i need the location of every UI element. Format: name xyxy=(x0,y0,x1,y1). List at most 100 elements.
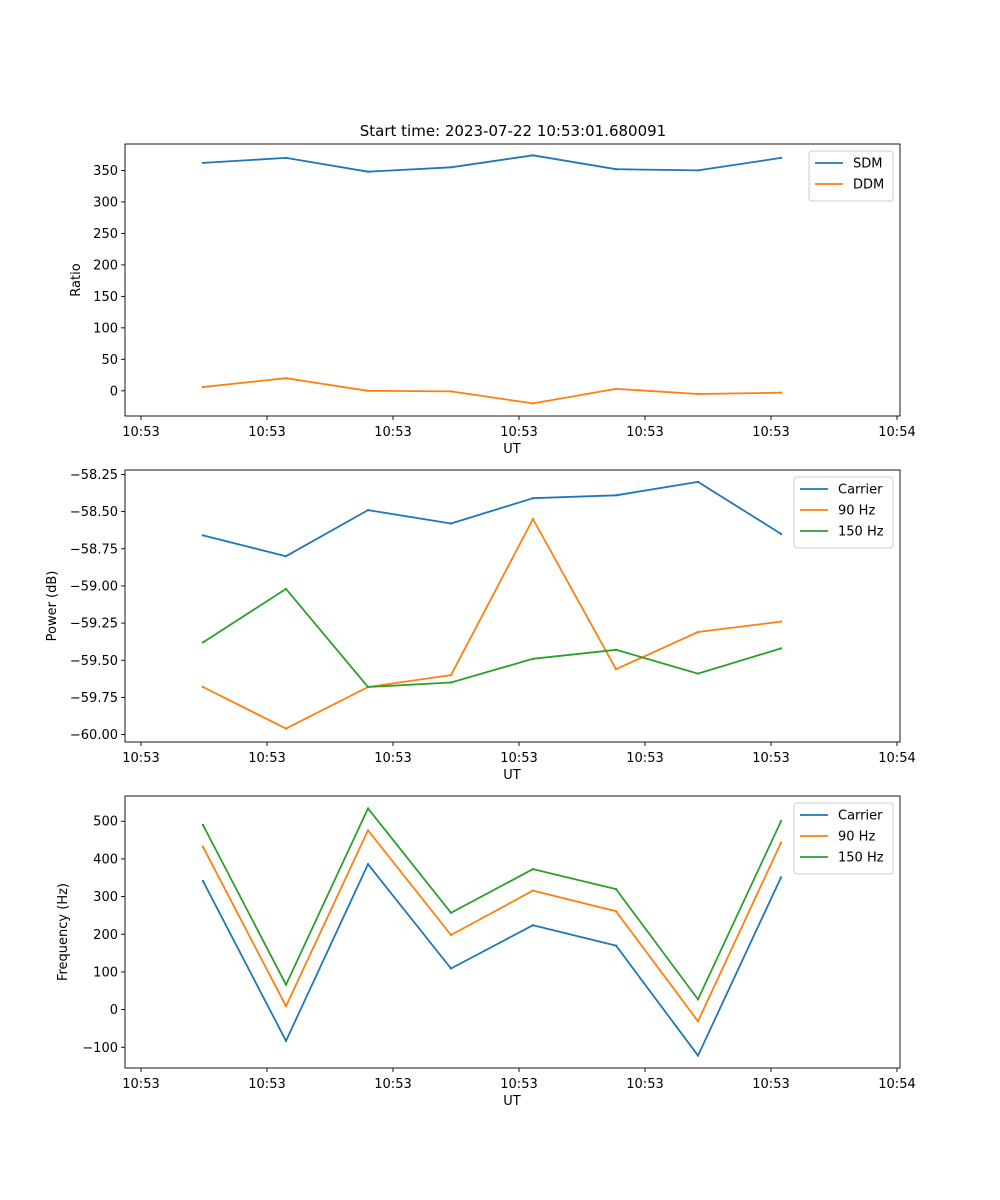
y-tick-label: 50 xyxy=(101,353,118,368)
x-tick-label: 10:53 xyxy=(752,425,789,440)
data-point xyxy=(284,727,288,730)
legend-label: SDM xyxy=(853,157,882,172)
subplot-1: 0 50 100 150 200 250 300 350 10:53 10:53 10:53 10:5… xyxy=(69,143,916,457)
y-tick-label: −60.00 xyxy=(70,728,118,743)
data-point xyxy=(201,879,205,883)
y-tick-label: 500 xyxy=(93,815,118,830)
y-tick-label: −59.00 xyxy=(70,579,118,594)
data-point xyxy=(779,391,783,394)
data-point xyxy=(531,497,535,500)
legend-label: DDM xyxy=(853,178,884,193)
data-point xyxy=(366,829,370,832)
y-tick-label: 0 xyxy=(110,1003,118,1018)
x-tick-label: 10:53 xyxy=(752,1077,789,1092)
data-point xyxy=(531,402,535,405)
data-point xyxy=(614,944,618,947)
y-tick-label: −59.75 xyxy=(70,691,118,706)
x-tick-label: 10:53 xyxy=(248,1077,285,1092)
legend-label: Carrier xyxy=(838,483,883,498)
data-point xyxy=(284,587,288,591)
data-point xyxy=(366,389,370,392)
data-point xyxy=(531,867,535,871)
data-point xyxy=(449,911,453,914)
data-point xyxy=(696,998,700,1001)
y-tick-label: −58.50 xyxy=(70,505,118,520)
x-tick-label: 10:53 xyxy=(500,751,537,766)
y-tick-label: 300 xyxy=(93,890,118,905)
data-point xyxy=(449,933,453,937)
x-tick-label: 10:53 xyxy=(122,751,159,766)
data-point xyxy=(531,154,535,157)
data-point xyxy=(614,494,618,497)
data-point xyxy=(366,863,370,866)
series-sdm-line xyxy=(202,154,782,173)
x-tick-label: 10:53 xyxy=(122,1077,159,1092)
legend-label: 150 Hz xyxy=(838,851,884,866)
x-tick-label: 10:53 xyxy=(626,425,663,440)
data-point xyxy=(614,387,618,391)
data-point xyxy=(614,887,618,891)
x-tick-label: 10:53 xyxy=(248,751,285,766)
data-point xyxy=(201,161,205,165)
data-point xyxy=(779,156,783,160)
data-point xyxy=(284,983,288,986)
series-150-hz-line xyxy=(202,807,782,1001)
series-ddm-line xyxy=(202,377,782,405)
data-point xyxy=(366,685,370,689)
data-point xyxy=(614,168,618,171)
series-90-hz-line xyxy=(202,829,782,1023)
axes-frame xyxy=(124,469,901,743)
data-point xyxy=(614,910,618,913)
data-point xyxy=(779,820,783,823)
data-point xyxy=(779,841,783,844)
x-axis-label: UT xyxy=(503,768,521,783)
legend-label: 150 Hz xyxy=(838,525,884,540)
data-point xyxy=(696,630,700,634)
data-point xyxy=(696,392,700,396)
y-tick-label: −100 xyxy=(82,1041,118,1056)
data-point xyxy=(201,534,205,537)
y-axis-label: Power (dB) xyxy=(45,571,60,642)
y-tick-label: 150 xyxy=(93,290,118,305)
x-tick-label: 10:53 xyxy=(374,1077,411,1092)
x-tick-label: 10:53 xyxy=(626,751,663,766)
figure-title: Start time: 2023-07-22 10:53:01.680091 xyxy=(360,122,666,140)
y-axis-label: Frequency (Hz) xyxy=(56,883,71,981)
data-point xyxy=(201,845,205,849)
data-point xyxy=(779,647,783,650)
legend: Carrier 90 Hz 150 Hz xyxy=(793,476,894,549)
data-point xyxy=(779,620,783,623)
data-point xyxy=(449,673,453,677)
data-point xyxy=(696,672,700,675)
y-tick-label: 200 xyxy=(93,928,118,943)
subplot-3: −100 0 100 200 300 400 500 10:53 10:53 10:53 10:53… xyxy=(56,795,916,1109)
subplots: 0 50 100 150 200 250 300 350 10:53 10:53 10:53 10:5… xyxy=(45,143,916,1109)
data-point xyxy=(284,377,288,380)
y-tick-label: 400 xyxy=(93,852,118,867)
data-point xyxy=(614,648,618,651)
data-point xyxy=(531,517,535,521)
y-tick-label: 100 xyxy=(93,965,118,980)
y-tick-label: −58.75 xyxy=(70,542,118,557)
y-tick-label: 200 xyxy=(93,258,118,273)
legend: Carrier 90 Hz 150 Hz xyxy=(793,802,894,875)
legend: SDM DDM xyxy=(808,150,894,202)
x-tick-label: 10:53 xyxy=(248,425,285,440)
series-90-hz-line xyxy=(202,518,782,730)
series-150-hz-line xyxy=(202,588,782,688)
data-point xyxy=(449,681,453,684)
series-carrier-line xyxy=(202,480,782,558)
data-point xyxy=(201,823,205,827)
data-point xyxy=(449,522,453,525)
y-tick-label: 250 xyxy=(93,227,118,242)
legend-label: 90 Hz xyxy=(838,830,875,845)
data-point xyxy=(201,385,205,389)
legend-label: 90 Hz xyxy=(838,504,875,519)
data-point xyxy=(614,668,618,671)
x-tick-label: 10:53 xyxy=(374,425,411,440)
data-point xyxy=(284,1005,288,1008)
data-point xyxy=(366,807,370,810)
legend-label: Carrier xyxy=(838,809,883,824)
y-tick-label: 300 xyxy=(93,195,118,210)
